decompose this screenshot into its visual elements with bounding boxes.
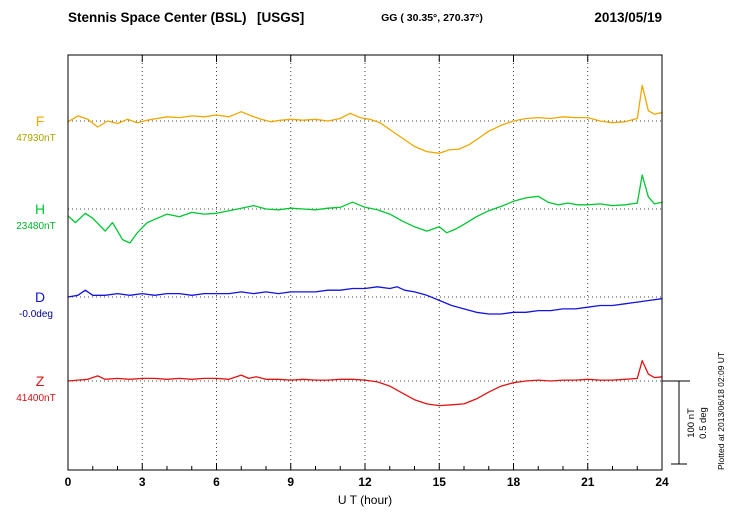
x-tick-label-3: 3 xyxy=(139,475,146,489)
x-tick-label-18: 18 xyxy=(507,475,521,489)
series-label-H: H xyxy=(35,201,45,217)
trace-F xyxy=(67,84,663,154)
scale-label-degrees: 0.5 deg xyxy=(698,407,709,439)
page-title: Stennis Space Center (BSL) [USGS] xyxy=(68,10,304,25)
x-tick-label-15: 15 xyxy=(433,475,447,489)
series-basevalue-H: 23480nT xyxy=(16,221,55,232)
x-tick-label-24: 24 xyxy=(655,475,669,489)
series-label-D: D xyxy=(35,289,45,305)
series-label-Z: Z xyxy=(36,373,45,389)
plotted-at-label: Plotted at 2013/06/18 02:09 UT xyxy=(716,352,726,470)
series-basevalue-D: -0.0deg xyxy=(19,309,53,320)
date-label: 2013/05/19 xyxy=(594,10,662,25)
x-tick-label-9: 9 xyxy=(287,475,294,489)
series-label-F: F xyxy=(36,113,45,129)
series-basevalue-F: 47930nT xyxy=(16,133,55,144)
trace-H xyxy=(67,174,663,244)
trace-D xyxy=(67,286,663,315)
x-axis-label: U T (hour) xyxy=(338,493,392,507)
scale-label-nanotesla: 100 nT xyxy=(686,408,697,438)
x-tick-label-21: 21 xyxy=(581,475,595,489)
series-basevalue-Z: 41400nT xyxy=(16,393,55,404)
plot-border xyxy=(67,54,663,471)
trace-Z xyxy=(67,359,663,407)
geographic-coordinates: GG ( 30.35°, 270.37°) xyxy=(381,12,483,24)
x-tick-label-12: 12 xyxy=(358,475,372,489)
x-tick-label-0: 0 xyxy=(65,475,72,489)
scale-bar xyxy=(662,380,690,465)
x-tick-label-6: 6 xyxy=(213,475,220,489)
